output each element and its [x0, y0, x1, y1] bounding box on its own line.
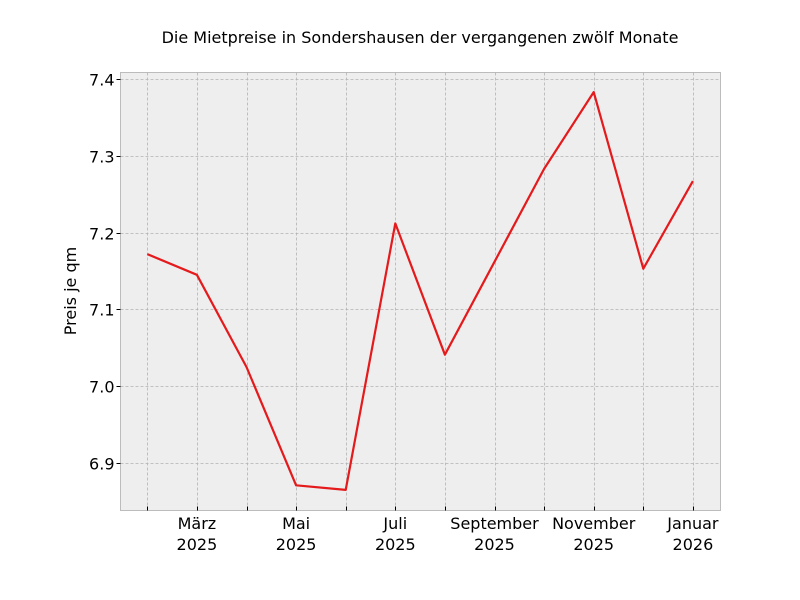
- y-tick-label: 7.3: [89, 148, 114, 167]
- x-tick-label-month: November: [552, 514, 636, 533]
- x-tick-label-year: 2025: [375, 535, 416, 554]
- x-tick-label-year: 2025: [573, 535, 614, 554]
- chart-title: Die Mietpreise in Sondershausen der verg…: [162, 28, 679, 47]
- grid: [120, 72, 721, 511]
- x-tick-label-month: Mai: [282, 514, 310, 533]
- x-axis: März 2025 Mai 2025 Juli 2025 September 2025 Nove…: [147, 506, 719, 554]
- x-tick-label-year: 2025: [474, 535, 515, 554]
- y-tick-label: 7.4: [89, 71, 114, 90]
- y-tick-label: 7.0: [89, 378, 114, 397]
- y-tick-label: 6.9: [89, 455, 114, 474]
- x-tick-label-month: März: [178, 514, 217, 533]
- y-tick-label: 7.1: [89, 301, 114, 320]
- x-tick-label-month: Januar: [666, 514, 719, 533]
- y-axis-label: Preis je qm: [61, 247, 80, 335]
- x-tick-label-year: 2026: [673, 535, 714, 554]
- y-tick-label: 7.2: [89, 225, 114, 244]
- price-line: [146, 90, 694, 491]
- x-tick-label-year: 2025: [276, 535, 317, 554]
- x-tick-label-month: Juli: [382, 514, 407, 533]
- y-axis: 6.9 7.0 7.1 7.2 7.3 7.4: [89, 71, 121, 474]
- x-tick-label-year: 2025: [177, 535, 218, 554]
- x-tick-label-month: September: [450, 514, 539, 533]
